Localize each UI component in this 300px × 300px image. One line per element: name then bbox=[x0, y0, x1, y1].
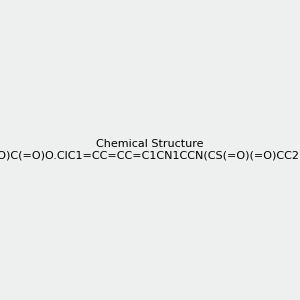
Text: Chemical Structure
O=C(O)C(=O)O.ClC1=CC=CC=C1CN1CCN(CS(=O)(=O)CC2=CC=: Chemical Structure O=C(O)C(=O)O.ClC1=CC=… bbox=[0, 139, 300, 161]
